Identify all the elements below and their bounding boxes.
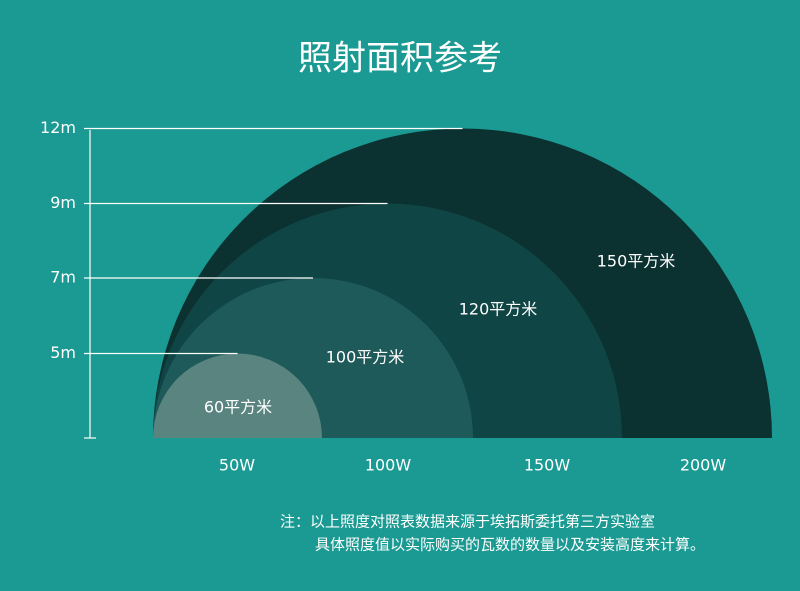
- coverage-semicircle: [153, 353, 322, 438]
- power-label: 150W: [524, 456, 571, 475]
- power-label: 100W: [365, 456, 412, 475]
- height-label: 12m: [40, 118, 76, 137]
- area-label: 120平方米: [459, 300, 538, 319]
- note-line: 具体照度值以实际购买的瓦数的数量以及安装高度来计算。: [315, 536, 705, 554]
- power-label: 200W: [680, 456, 727, 475]
- title: 照射面积参考: [298, 39, 502, 79]
- height-label: 9m: [50, 193, 76, 212]
- power-label: 50W: [219, 456, 255, 475]
- note-line: 注：以上照度对照表数据来源于埃拓斯委托第三方实验室: [280, 513, 655, 531]
- area-label: 60平方米: [204, 398, 272, 417]
- height-label: 5m: [50, 343, 76, 362]
- height-label: 7m: [50, 268, 76, 287]
- area-label: 100平方米: [326, 348, 405, 367]
- area-label: 150平方米: [597, 252, 676, 271]
